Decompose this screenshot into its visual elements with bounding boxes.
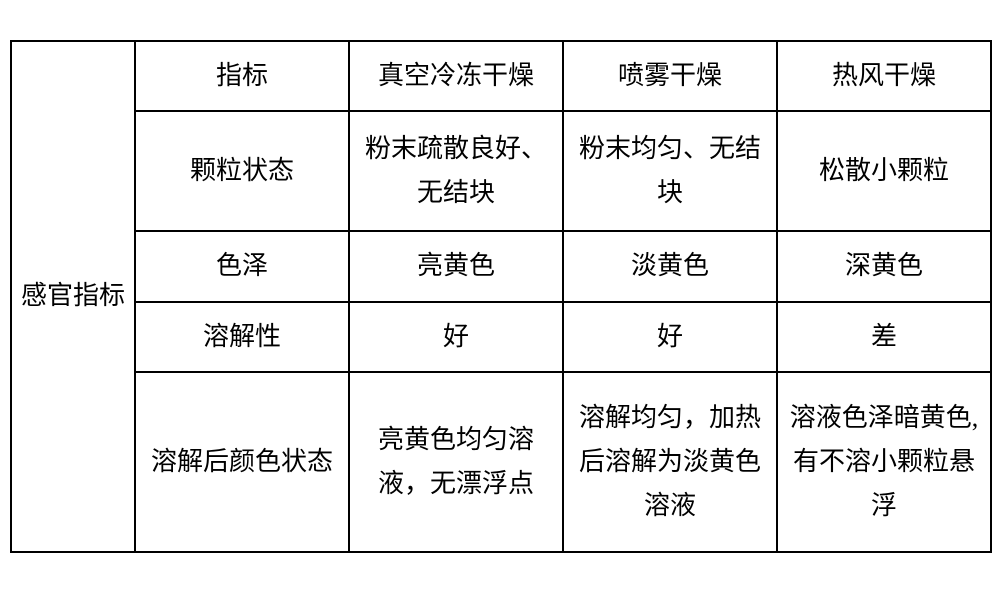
table-row: 溶解性 好 好 差 bbox=[11, 302, 991, 372]
value-cell: 溶液色泽暗黄色,有不溶小颗粒悬浮 bbox=[777, 372, 991, 552]
indicator-cell: 溶解性 bbox=[135, 302, 349, 372]
indicator-cell: 色泽 bbox=[135, 231, 349, 301]
comparison-table-container: 感官指标 指标 真空冷冻干燥 喷雾干燥 热风干燥 颗粒状态 粉末疏散良好、无结块… bbox=[10, 40, 990, 553]
value-cell: 松散小颗粒 bbox=[777, 111, 991, 231]
value-cell: 深黄色 bbox=[777, 231, 991, 301]
column-header-indicator: 指标 bbox=[135, 41, 349, 111]
value-cell: 溶解均匀，加热后溶解为淡黄色溶液 bbox=[563, 372, 777, 552]
value-cell: 亮黄色 bbox=[349, 231, 563, 301]
table-row: 溶解后颜色状态 亮黄色均匀溶液，无漂浮点 溶解均匀，加热后溶解为淡黄色溶液 溶液… bbox=[11, 372, 991, 552]
column-header-method-1: 真空冷冻干燥 bbox=[349, 41, 563, 111]
value-cell: 好 bbox=[563, 302, 777, 372]
value-cell: 粉末均匀、无结块 bbox=[563, 111, 777, 231]
value-cell: 淡黄色 bbox=[563, 231, 777, 301]
indicator-cell: 颗粒状态 bbox=[135, 111, 349, 231]
table-header-row: 感官指标 指标 真空冷冻干燥 喷雾干燥 热风干燥 bbox=[11, 41, 991, 111]
value-cell: 好 bbox=[349, 302, 563, 372]
table-row: 色泽 亮黄色 淡黄色 深黄色 bbox=[11, 231, 991, 301]
value-cell: 粉末疏散良好、无结块 bbox=[349, 111, 563, 231]
comparison-table: 感官指标 指标 真空冷冻干燥 喷雾干燥 热风干燥 颗粒状态 粉末疏散良好、无结块… bbox=[10, 40, 992, 553]
column-header-method-2: 喷雾干燥 bbox=[563, 41, 777, 111]
row-group-header: 感官指标 bbox=[11, 41, 135, 552]
table-row: 颗粒状态 粉末疏散良好、无结块 粉末均匀、无结块 松散小颗粒 bbox=[11, 111, 991, 231]
indicator-cell: 溶解后颜色状态 bbox=[135, 372, 349, 552]
value-cell: 差 bbox=[777, 302, 991, 372]
value-cell: 亮黄色均匀溶液，无漂浮点 bbox=[349, 372, 563, 552]
column-header-method-3: 热风干燥 bbox=[777, 41, 991, 111]
